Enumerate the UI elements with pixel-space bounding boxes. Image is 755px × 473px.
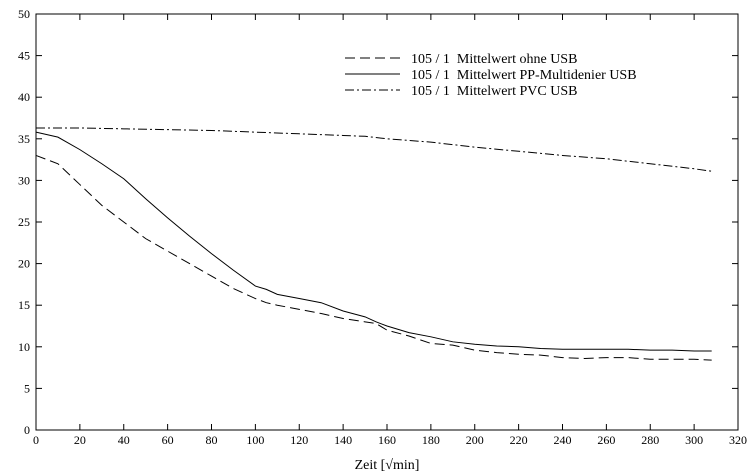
x-tick-label: 120 [290, 433, 308, 447]
x-tick-label: 220 [510, 433, 528, 447]
x-axis-title: Zeit [√min] [355, 458, 420, 473]
y-tick-label: 25 [18, 215, 30, 229]
y-tick-label: 30 [18, 173, 30, 187]
axes: 0 20 40 60 80 100 120 140 160 180 200 220 240 260 280 3… [18, 7, 747, 447]
series-line-3 [36, 127, 712, 172]
y-tick-label: 15 [18, 298, 30, 312]
x-tick-label: 100 [246, 433, 264, 447]
x-tick-label: 200 [466, 433, 484, 447]
x-tick-label: 40 [118, 433, 130, 447]
y-tick-label: 20 [18, 257, 30, 271]
y-tick-label: 40 [18, 90, 30, 104]
x-tick-label: 260 [597, 433, 615, 447]
x-tick-label: 20 [74, 433, 86, 447]
y-tick-label: 0 [24, 423, 30, 437]
series-line-2 [35, 131, 712, 352]
x-tick-label: 0 [33, 433, 39, 447]
y-tick-label: 45 [18, 49, 30, 63]
x-tick-label: 180 [422, 433, 440, 447]
y-tick-label: 5 [24, 381, 30, 395]
y-tick-label: 10 [18, 340, 30, 354]
legend-label-3: 105 / 1 Mittelwert PVC USB [411, 84, 577, 99]
series-lines [35, 127, 712, 361]
legend-label-1: 105 / 1 Mittelwert ohne USB [411, 52, 577, 67]
y-tick-label: 50 [18, 7, 30, 21]
x-tick-label: 160 [378, 433, 396, 447]
x-tick-label: 80 [206, 433, 218, 447]
x-tick-label: 140 [334, 433, 352, 447]
series-line-1 [35, 154, 712, 361]
x-tick-label: 320 [729, 433, 747, 447]
x-tick-label: 280 [641, 433, 659, 447]
y-tick-label: 35 [18, 132, 30, 146]
legend-label-2: 105 / 1 Mittelwert PP-Multidenier USB [411, 68, 637, 83]
x-tick-label: 240 [554, 433, 572, 447]
x-tick-label: 60 [162, 433, 174, 447]
x-tick-label: 300 [685, 433, 703, 447]
